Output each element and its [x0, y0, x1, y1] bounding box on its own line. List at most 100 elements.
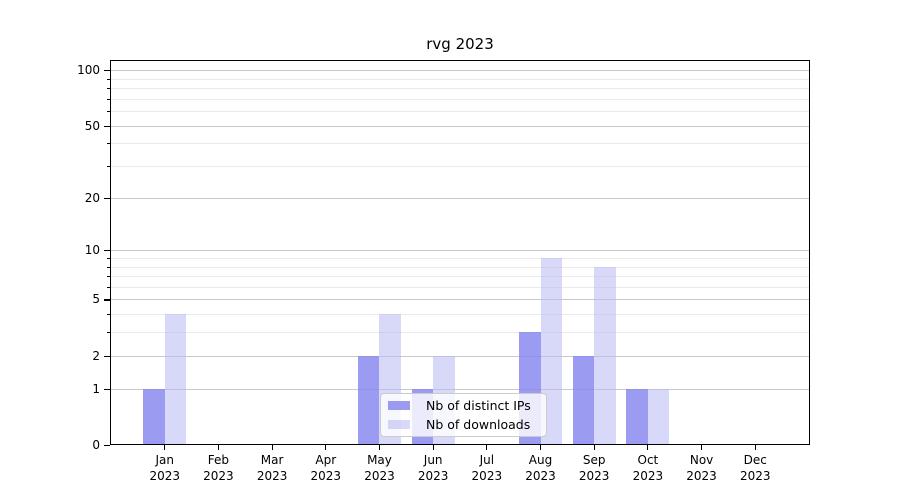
x-tick-mark	[378, 445, 381, 450]
legend-swatch-distinct-ips	[388, 401, 410, 410]
minor-gridline	[110, 276, 810, 278]
minor-gridline	[110, 314, 810, 316]
x-tick-month: Nov	[689, 453, 714, 467]
y-tick-label: 50	[84, 118, 100, 133]
minor-gridline	[110, 98, 810, 100]
x-tick-month: May	[367, 453, 392, 467]
y-minor-tick-mark	[106, 88, 110, 90]
x-tick-month: Sep	[582, 453, 606, 467]
major-gridline	[110, 299, 810, 301]
major-gridline	[110, 197, 810, 199]
x-tick-label: Nov 2023	[674, 453, 730, 484]
x-tick-label: Oct 2023	[620, 453, 676, 484]
y-minor-tick-mark	[106, 78, 110, 80]
legend-label-downloads: Nb of downloads	[426, 417, 531, 432]
y-tick-label: 1	[92, 381, 100, 396]
minor-gridline	[110, 286, 810, 288]
bar-distinct-ips	[572, 355, 595, 445]
x-tick-mark	[486, 445, 488, 450]
legend-item-distinct-ips: Nb of distinct IPs	[388, 396, 538, 415]
x-tick-year: 2023	[578, 468, 610, 483]
y-tick-mark	[104, 388, 110, 390]
x-tick-year: 2023	[149, 468, 181, 483]
x-tick-label: Sep 2023	[566, 453, 622, 484]
major-gridline	[110, 125, 810, 127]
x-tick-year: 2023	[417, 468, 449, 483]
gridlines-layer	[110, 60, 810, 445]
y-minor-tick-mark	[106, 276, 110, 278]
x-tick-mark	[217, 445, 220, 450]
x-tick-mark	[271, 445, 273, 450]
minor-gridline	[110, 258, 810, 259]
x-tick-mark	[325, 445, 327, 450]
y-minor-tick-mark	[106, 258, 110, 259]
y-tick-label: 2	[92, 348, 100, 363]
y-tick-mark	[104, 197, 110, 199]
x-tick-month: Aug	[528, 453, 553, 467]
y-minor-tick-mark	[106, 314, 110, 316]
minor-gridline	[110, 166, 810, 168]
y-minor-tick-mark	[106, 98, 110, 100]
x-tick-month: Oct	[637, 453, 659, 467]
x-tick-year: 2023	[471, 468, 503, 483]
minor-gridline	[110, 332, 810, 334]
bar-downloads	[594, 266, 616, 445]
bar-distinct-ips	[143, 388, 165, 445]
y-minor-tick-mark	[106, 286, 110, 288]
x-tick-month: Jun	[423, 453, 443, 467]
legend: Nb of distinct IPs Nb of downloads	[380, 393, 547, 437]
x-tick-year: 2023	[632, 468, 664, 483]
x-tick-label: Aug 2023	[513, 453, 569, 484]
plot-area	[110, 60, 810, 445]
x-tick-mark	[593, 445, 595, 450]
x-tick-label: Jul 2023	[459, 453, 515, 484]
y-tick-mark	[104, 125, 110, 127]
x-tick-year: 2023	[686, 468, 717, 483]
x-tick-label: Apr 2023	[298, 453, 354, 484]
x-tick-month: Jul	[479, 453, 495, 467]
x-tick-mark	[539, 445, 542, 450]
major-gridline	[110, 388, 810, 390]
x-tick-year: 2023	[256, 468, 288, 483]
y-minor-tick-mark	[106, 166, 110, 168]
y-tick-label: 5	[92, 292, 100, 307]
x-tick-year: 2023	[310, 468, 342, 483]
x-tick-year: 2023	[739, 468, 771, 483]
x-tick-month: Apr	[315, 453, 337, 467]
x-tick-mark	[700, 445, 703, 450]
bar-downloads	[647, 388, 670, 445]
bar-downloads	[164, 314, 187, 445]
bar-distinct-ips	[626, 388, 648, 445]
major-gridline	[110, 70, 810, 72]
y-tick-mark	[104, 445, 110, 447]
x-tick-year: 2023	[203, 468, 234, 483]
y-tick-label: 20	[84, 190, 100, 205]
x-tick-month: Feb	[207, 453, 230, 467]
legend-label-distinct-ips: Nb of distinct IPs	[426, 398, 531, 413]
x-tick-label: Feb 2023	[190, 453, 246, 484]
minor-gridline	[110, 78, 810, 80]
bar-distinct-ips	[358, 355, 380, 445]
minor-gridline	[110, 111, 810, 113]
x-tick-mark	[754, 445, 756, 450]
major-gridline	[110, 250, 810, 252]
y-minor-tick-mark	[106, 111, 110, 113]
x-tick-label: Mar 2023	[244, 453, 300, 484]
x-tick-year: 2023	[364, 468, 395, 483]
x-tick-mark	[432, 445, 434, 450]
bars-layer	[110, 60, 810, 445]
y-minor-tick-mark	[106, 332, 110, 334]
y-minor-tick-mark	[106, 266, 110, 268]
minor-gridline	[110, 88, 810, 90]
x-tick-month: Jan	[155, 453, 175, 467]
x-tick-year: 2023	[525, 468, 556, 483]
x-tick-label: Jun 2023	[405, 453, 461, 484]
x-tick-mark	[164, 445, 166, 450]
y-tick-label: 10	[84, 243, 100, 258]
minor-gridline	[110, 266, 810, 268]
x-tick-label: Jan 2023	[137, 453, 193, 484]
major-gridline	[110, 355, 810, 357]
y-tick-label: 100	[77, 63, 100, 78]
y-tick-mark	[104, 355, 110, 357]
